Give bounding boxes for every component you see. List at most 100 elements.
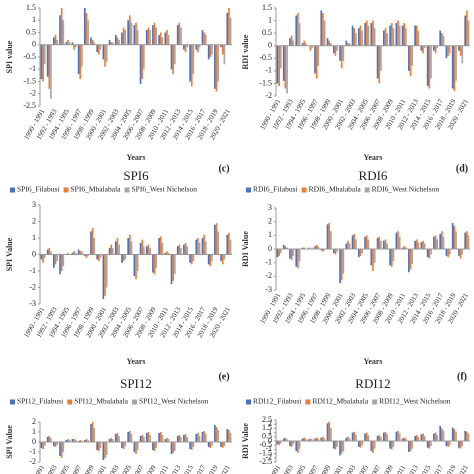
- y-tick-label: 3: [268, 203, 272, 212]
- bar: [220, 44, 222, 48]
- bar: [373, 249, 376, 263]
- bar: [328, 421, 331, 441]
- bar: [423, 45, 426, 49]
- bar: [403, 23, 406, 46]
- bar: [141, 239, 144, 255]
- bar: [204, 34, 207, 45]
- y-tick-label: 2: [268, 216, 272, 225]
- bar: [436, 435, 439, 441]
- bar: [93, 42, 96, 45]
- y-tick-label: -1: [265, 257, 272, 266]
- bar: [173, 442, 176, 451]
- bar: [102, 44, 105, 60]
- bar: [430, 45, 432, 79]
- bar: [442, 35, 445, 46]
- bar: [461, 45, 464, 64]
- bar: [433, 236, 435, 249]
- bar: [426, 441, 429, 448]
- legend-label: RDI6_Mbalabala: [309, 185, 362, 194]
- bar: [104, 442, 106, 458]
- bar: [433, 45, 435, 51]
- y-axis-label: RDI Value: [241, 231, 250, 267]
- bar: [336, 45, 338, 51]
- bar: [458, 441, 460, 448]
- bar: [395, 23, 398, 46]
- legend-label: SPI12_Mbalabala: [74, 397, 128, 406]
- y-tick-label: 1: [32, 427, 36, 436]
- bar: [311, 45, 313, 49]
- bar: [464, 232, 467, 249]
- bar: [439, 233, 442, 249]
- bar: [436, 45, 439, 49]
- bar: [347, 240, 349, 249]
- bar: [439, 30, 442, 46]
- bar: [59, 442, 61, 456]
- bar: [223, 442, 226, 446]
- y-tick-label: 0: [32, 249, 36, 258]
- bar: [282, 45, 285, 81]
- bar: [284, 437, 287, 441]
- bar: [334, 249, 337, 255]
- bar: [334, 45, 337, 56]
- bar: [121, 32, 123, 45]
- bar: [459, 45, 462, 56]
- bar: [451, 223, 454, 249]
- bar: [46, 437, 49, 442]
- bar: [290, 249, 293, 260]
- bar: [290, 35, 293, 46]
- bar: [433, 433, 435, 441]
- bar: [167, 439, 170, 442]
- bar: [364, 433, 366, 441]
- bar: [284, 45, 287, 89]
- bar: [172, 442, 174, 453]
- y-tick-label: 0: [268, 436, 272, 445]
- bar: [127, 20, 129, 45]
- y-axis-label: RDI value: [241, 34, 250, 69]
- bar: [128, 234, 131, 255]
- bar: [430, 441, 432, 447]
- bar: [211, 442, 213, 446]
- bar: [411, 441, 414, 449]
- bar: [339, 45, 341, 61]
- bar: [414, 435, 416, 441]
- bar: [81, 44, 83, 67]
- bar: [315, 244, 318, 249]
- bar: [56, 39, 58, 45]
- bar: [155, 27, 158, 45]
- bar: [90, 231, 92, 255]
- y-tick-label: -0.5: [259, 440, 272, 449]
- bar: [159, 32, 162, 45]
- bar: [74, 252, 77, 255]
- bar: [461, 249, 464, 255]
- bar: [397, 20, 399, 46]
- bar: [317, 45, 320, 66]
- bar: [365, 235, 368, 249]
- bar: [73, 44, 75, 50]
- bar: [183, 44, 185, 50]
- bar: [215, 223, 218, 255]
- bar: [408, 249, 410, 273]
- bar: [167, 34, 170, 45]
- bar: [116, 433, 119, 442]
- bar: [189, 44, 191, 82]
- bar: [345, 40, 348, 46]
- y-axis-label: RDI Value: [241, 423, 250, 459]
- bar: [71, 42, 74, 45]
- bar: [330, 231, 332, 249]
- bar: [43, 442, 46, 446]
- bar: [359, 249, 362, 256]
- bar: [135, 22, 137, 45]
- bar: [355, 239, 357, 249]
- bar: [108, 39, 111, 45]
- bar: [152, 25, 154, 45]
- bar: [217, 44, 219, 82]
- bar: [53, 254, 55, 268]
- bar: [153, 254, 156, 275]
- bar: [320, 249, 323, 251]
- bar: [376, 238, 379, 249]
- bar: [46, 44, 49, 77]
- legend-swatch: [10, 399, 15, 405]
- bar: [158, 433, 160, 442]
- bar: [79, 44, 82, 80]
- bar: [178, 22, 181, 45]
